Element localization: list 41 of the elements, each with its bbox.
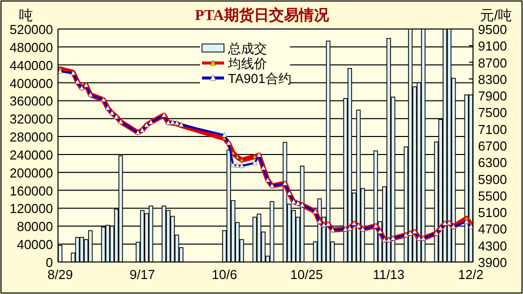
y2-tick-label: 9100 bbox=[478, 38, 507, 54]
y-tick-label: 360000 bbox=[10, 94, 53, 109]
x-tick-label: 12/2 bbox=[458, 267, 484, 282]
y2-tick-label: 7100 bbox=[478, 122, 507, 137]
y2-tick-label: 9500 bbox=[478, 22, 507, 37]
y2-tick-label: 7900 bbox=[478, 88, 507, 104]
x-tick-label: 10/25 bbox=[290, 267, 323, 282]
y-tick-label: 320000 bbox=[10, 112, 53, 127]
y2-tick-label: 5100 bbox=[478, 205, 507, 220]
y-tick-label: 280000 bbox=[10, 130, 53, 145]
chart-title: PTA期货日交易情况 bbox=[195, 6, 330, 24]
x-tick-label: 8/29 bbox=[48, 267, 73, 282]
legend-label: TA901合约 bbox=[228, 71, 292, 86]
legend-label: 均线价 bbox=[227, 56, 267, 71]
x-tick-label: 11/13 bbox=[372, 267, 404, 282]
x-tick-label: 9/17 bbox=[130, 267, 155, 282]
y2-tick-label: 4700 bbox=[478, 222, 507, 237]
y-tick-label: 200000 bbox=[10, 165, 53, 180]
y-tick-label: 240000 bbox=[10, 147, 53, 162]
y2-tick-label: 6700 bbox=[478, 138, 507, 154]
y-tick-label: 40000 bbox=[16, 237, 53, 252]
legend-label: 总成交 bbox=[227, 41, 267, 56]
y-tick-label: 440000 bbox=[10, 58, 53, 73]
y2-tick-label: 5500 bbox=[478, 188, 507, 204]
y2-tick-label: 3900 bbox=[478, 255, 507, 270]
y-tick-label: 520000 bbox=[10, 22, 53, 37]
y2-tick-label: 8700 bbox=[478, 55, 507, 70]
y-tick-label: 80000 bbox=[16, 219, 53, 234]
y2-tick-label: 8300 bbox=[478, 72, 507, 87]
y2-tick-label: 6300 bbox=[478, 155, 507, 170]
y2-tick-label: 7500 bbox=[478, 105, 507, 120]
y-axis-title: 吨 bbox=[19, 7, 33, 23]
y-tick-label: 0 bbox=[46, 255, 53, 270]
y-tick-label: 120000 bbox=[10, 201, 53, 216]
y2-tick-label: 5900 bbox=[478, 172, 507, 187]
y-tick-label: 160000 bbox=[10, 183, 53, 198]
y2-axis-title: 元/吨 bbox=[480, 7, 512, 23]
x-tick-label: 10/6 bbox=[212, 267, 238, 282]
y-tick-label: 480000 bbox=[10, 40, 53, 55]
y-tick-label: 400000 bbox=[10, 76, 53, 91]
y2-tick-label: 4300 bbox=[478, 238, 507, 254]
